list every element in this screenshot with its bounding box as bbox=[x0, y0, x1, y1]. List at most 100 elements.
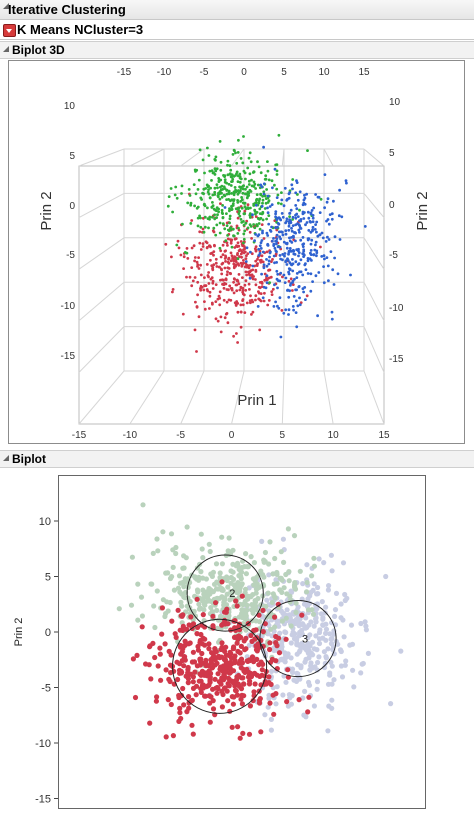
point bbox=[158, 677, 164, 683]
point-3d bbox=[299, 301, 303, 304]
point-3d bbox=[316, 314, 319, 318]
point-3d bbox=[207, 226, 210, 230]
point-3d bbox=[199, 248, 203, 251]
disclosure-triangle-icon[interactable] bbox=[3, 46, 9, 52]
point-3d bbox=[211, 302, 214, 306]
point-3d bbox=[249, 250, 252, 254]
point-3d bbox=[236, 310, 240, 314]
point-3d bbox=[289, 277, 293, 281]
point-3d bbox=[301, 236, 305, 239]
point bbox=[294, 651, 300, 657]
disclosure-triangle-icon[interactable] bbox=[3, 3, 9, 9]
ceiling-line bbox=[180, 148, 205, 167]
point bbox=[261, 557, 267, 563]
kmeans-header[interactable]: K Means NCluster=3 bbox=[0, 21, 474, 40]
biplot3d-chart[interactable]: -15 -10 -5 0 5 10 15 -15 -10 -5 0 5 10 15 10 5 0 -5 -10 -15… bbox=[9, 61, 464, 443]
point-3d bbox=[295, 248, 299, 252]
point-3d bbox=[313, 228, 317, 231]
point-3d bbox=[211, 267, 215, 271]
point bbox=[181, 702, 187, 708]
biplot3d-frame[interactable]: -15 -10 -5 0 5 10 15 -15 -10 -5 0 5 10 15 10 5 0 -5 -10 -15… bbox=[8, 60, 465, 444]
point bbox=[245, 564, 251, 570]
point-3d bbox=[280, 191, 283, 195]
point bbox=[266, 612, 272, 618]
point bbox=[236, 566, 242, 572]
point-3d bbox=[329, 250, 333, 254]
disclosure-triangle-icon[interactable] bbox=[3, 455, 9, 461]
point bbox=[219, 561, 225, 567]
biplot-title: Biplot bbox=[12, 452, 46, 466]
point-3d bbox=[227, 257, 230, 261]
point-3d bbox=[194, 170, 197, 173]
point-3d bbox=[266, 234, 270, 237]
point-3d bbox=[276, 222, 280, 225]
y-tick-label: -15 bbox=[61, 351, 76, 362]
point-3d bbox=[193, 328, 197, 332]
point bbox=[185, 664, 191, 671]
point bbox=[260, 607, 266, 613]
point-3d bbox=[226, 270, 229, 274]
point-3d bbox=[243, 311, 247, 314]
report-title-bar[interactable]: Iterative Clustering bbox=[0, 0, 474, 20]
point-3d bbox=[259, 192, 263, 196]
point-3d bbox=[279, 335, 283, 339]
red-triangle-menu-icon[interactable] bbox=[3, 24, 16, 37]
point-3d bbox=[256, 305, 260, 308]
point-3d bbox=[287, 272, 291, 276]
point-3d bbox=[239, 303, 243, 307]
point bbox=[302, 688, 308, 694]
point bbox=[223, 644, 229, 650]
y-tick-label: 10 bbox=[39, 516, 51, 528]
point-3d bbox=[262, 182, 266, 186]
point bbox=[190, 649, 196, 655]
point-3d bbox=[227, 298, 231, 302]
point-3d bbox=[238, 209, 242, 213]
point-3d bbox=[302, 253, 306, 257]
point-3d bbox=[265, 258, 268, 261]
point-3d bbox=[210, 264, 214, 267]
point-3d bbox=[237, 226, 240, 230]
point bbox=[283, 629, 289, 636]
point-3d bbox=[278, 296, 282, 300]
point bbox=[166, 676, 172, 682]
point-3d bbox=[320, 255, 324, 258]
point-3d bbox=[211, 279, 215, 283]
point-3d bbox=[250, 252, 254, 256]
point bbox=[288, 640, 294, 646]
point-3d bbox=[237, 138, 240, 142]
point bbox=[276, 650, 283, 656]
point bbox=[215, 671, 221, 677]
point bbox=[273, 691, 279, 697]
biplot3d-header[interactable]: Biplot 3D bbox=[0, 41, 474, 59]
point bbox=[211, 650, 217, 656]
point bbox=[332, 607, 339, 613]
point bbox=[323, 604, 329, 610]
point-3d bbox=[275, 277, 279, 281]
point-3d bbox=[248, 230, 252, 234]
point-3d bbox=[207, 188, 210, 191]
point bbox=[139, 613, 145, 619]
point bbox=[363, 623, 369, 629]
point bbox=[297, 568, 303, 574]
point bbox=[226, 535, 232, 541]
point bbox=[270, 591, 276, 597]
point-3d bbox=[275, 237, 279, 241]
point-3d bbox=[214, 257, 218, 261]
point-3d bbox=[299, 238, 303, 242]
point-3d bbox=[235, 332, 238, 335]
point bbox=[300, 621, 306, 627]
biplot-header[interactable]: Biplot bbox=[0, 450, 474, 468]
point-3d bbox=[232, 334, 236, 338]
point-3d bbox=[292, 235, 295, 239]
point bbox=[177, 627, 183, 633]
point-3d bbox=[323, 257, 326, 261]
point-3d bbox=[332, 199, 335, 203]
point-3d bbox=[208, 244, 212, 248]
point bbox=[249, 607, 255, 613]
point-3d bbox=[265, 217, 268, 221]
biplot-chart[interactable]: 23 bbox=[59, 476, 425, 808]
point-3d bbox=[295, 325, 299, 329]
point bbox=[299, 612, 305, 618]
point bbox=[316, 556, 322, 562]
